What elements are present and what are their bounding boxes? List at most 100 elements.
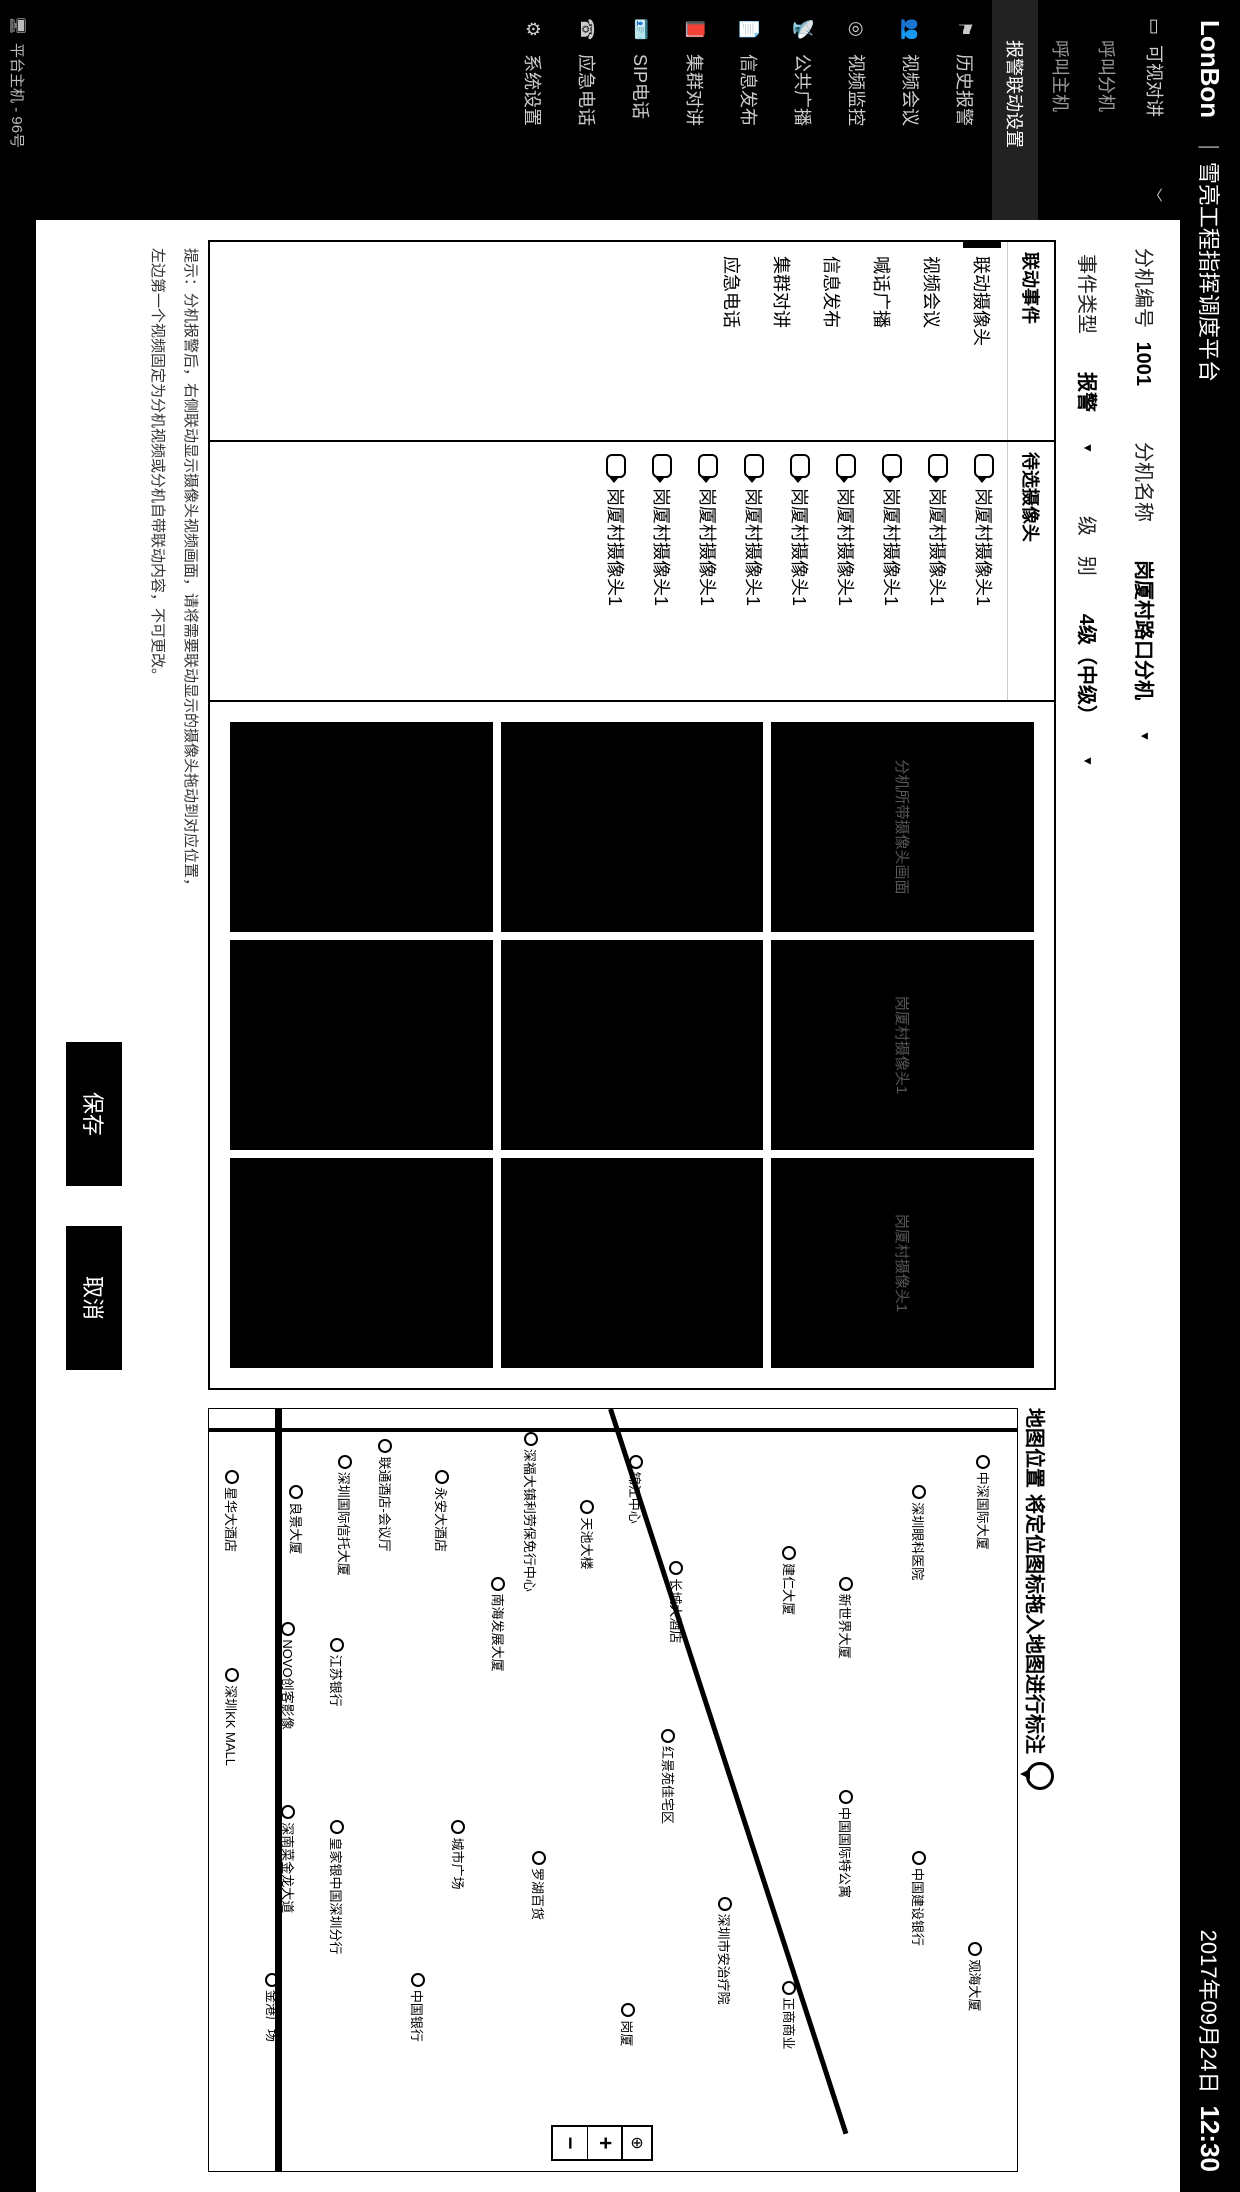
map-poi[interactable]: 深圳国际信托大厦 [335,1455,354,1576]
camera-item[interactable]: 岗厦村摄像头1 [961,442,1007,700]
map-poi[interactable]: 建仁大厦 [780,1546,799,1615]
poi-dot-icon [225,1668,239,1682]
poi-label: 江苏银行 [327,1655,346,1707]
map-poi[interactable]: 良景大厦 [287,1485,306,1554]
video-cell[interactable]: 岗厦村摄像头1 [771,940,1034,1150]
statusbar: 🖥 平台主机 - 96号 [0,0,36,2192]
map-poi[interactable]: 长城大酒店 [667,1561,686,1643]
sidebar-item[interactable]: ⚙系统设置 [506,0,560,220]
video-cell[interactable]: 岗厦村摄像头1 [771,1158,1034,1368]
sidebar-item[interactable]: 📕集群对讲 [668,0,722,220]
map-poi[interactable]: 中深国际大厦 [974,1455,993,1550]
sidebar-sub-item[interactable]: 呼叫分机 [1084,0,1130,220]
camera-item[interactable]: 岗厦村摄像头1 [823,442,869,700]
sidebar-item[interactable]: 🪪SIP电话 [614,0,668,220]
sidebar-item[interactable]: ☎应急电话 [560,0,614,220]
map-pin-icon[interactable] [1020,1760,1054,1786]
map-poi[interactable]: 岗厦 [618,2003,637,2046]
map-poi[interactable]: 中国国际特公寓 [836,1790,855,1898]
map-poi[interactable]: 中国建设银行 [909,1851,928,1946]
map-poi[interactable]: 锦江中心 [626,1455,645,1524]
ext-name-select[interactable]: 分机名称 岗厦村路口分机 ▼ [1129,436,1162,748]
sidebar-sub-item[interactable]: 呼叫主机 [1038,0,1084,220]
camera-item[interactable]: 岗厦村摄像头1 [731,442,777,700]
header-divider: | [1197,144,1223,150]
video-cell[interactable] [230,722,493,932]
video-cell[interactable] [230,940,493,1150]
map-poi[interactable]: 中国银行 [408,1973,427,2042]
sidebar-item-label: 历史报警 [952,54,978,126]
poi-dot-icon [281,1622,295,1636]
map-title-prefix: 地图位置 [1023,1408,1052,1488]
sidebar-item[interactable]: ◎视频监控 [830,0,884,220]
map-poi[interactable]: 罗湖百货 [529,1851,548,1920]
poi-label: 观海大厦 [966,1959,985,2011]
poi-label: 永安大酒店 [432,1487,451,1552]
camera-item[interactable]: 岗厦村摄像头1 [593,442,639,700]
poi-dot-icon [338,1455,352,1469]
linkage-item[interactable]: 联动摄像头 [957,242,1007,440]
video-cell[interactable] [501,1158,764,1368]
map-area[interactable]: ⊕ + − 中深国际大厦观海大厦 深圳眼科医院中国建设银行 新世界大厦中国国际特公寓… [208,1408,1018,2172]
hint-line-2: 左边第一个视频固定为分机视频或分机自带联动内容，不可更改。 [142,220,175,2192]
camera-icon [698,454,718,478]
camera-item-label: 岗厦村摄像头1 [649,488,675,606]
map-poi[interactable]: 正商商业 [780,1981,799,2050]
map-poi[interactable]: 红景苑佳宅区 [659,1729,678,1824]
camera-item[interactable]: 岗厦村摄像头1 [777,442,823,700]
map-poi[interactable]: NOVO创客影像 [279,1622,298,1729]
map-poi[interactable]: 城市广场 [449,1820,468,1889]
video-cell[interactable] [501,722,764,932]
video-cell[interactable] [230,1158,493,1368]
linkage-item[interactable]: 集群对讲 [757,242,807,440]
camera-item[interactable]: 岗厦村摄像头1 [639,442,685,700]
poi-label: 联通酒店-会议厅 [376,1456,395,1551]
poi-dot-icon [839,1790,853,1804]
camera-icon [606,454,626,478]
cancel-button[interactable]: 取消 [66,1226,122,1370]
linkage-item[interactable]: 应急电话 [707,242,757,440]
video-cell[interactable]: 分机所带摄像头画面 [771,722,1034,932]
linkage-item[interactable]: 喊话广播 [857,242,907,440]
sidebar-item[interactable]: ⚑历史报警 [938,0,992,220]
map-poi[interactable]: 深圳KK MALL [222,1668,241,1766]
map-poi[interactable]: 联通酒店-会议厅 [376,1439,395,1551]
sidebar-item-label: 视频监控 [844,54,870,126]
sidebar-item[interactable]: 📄信息发布 [722,0,776,220]
video-cell[interactable] [501,940,764,1150]
map-poi[interactable]: 金港广场 [263,1973,282,2042]
map-poi[interactable]: 江苏银行 [327,1638,346,1707]
sidebar-item[interactable]: 👥视频会议 [884,0,938,220]
map-poi[interactable]: 深南菜金龙大道 [279,1805,298,1913]
zoom-locate-icon[interactable]: ⊕ [621,2127,651,2159]
map-poi[interactable]: 深圳眼科医院 [909,1485,928,1580]
map-poi[interactable]: 南海发展大厦 [489,1577,508,1672]
sidebar-top-intercom[interactable]: ▭ 可视对讲 ﹀ [1130,0,1180,220]
map-poi[interactable]: 深圳市安治疗院 [715,1897,734,2005]
camera-item[interactable]: 岗厦村摄像头1 [869,442,915,700]
zoom-in-button[interactable]: + [587,2127,621,2159]
poi-label: 新世界大厦 [836,1594,855,1659]
ext-no-label: 分机编号 [1132,248,1154,328]
camera-item[interactable]: 岗厦村摄像头1 [915,442,961,700]
map-poi[interactable]: 天池大楼 [578,1500,597,1569]
zoom-out-button[interactable]: − [553,2127,587,2159]
map-poi[interactable]: 星华大酒店 [222,1470,241,1552]
map-poi[interactable]: 新世界大厦 [836,1577,855,1659]
book-icon: 📕 [685,18,706,40]
map-poi[interactable]: 深福大镇利劳保免行中心 [521,1432,540,1592]
poi-label: 深圳市安治疗院 [715,1914,734,2005]
linkage-panel: 联动事件 联动摄像头视频会议喊话广播信息发布集群对讲应急电话 [208,240,1056,440]
level-select[interactable]: 级 别 4级（中级） ▼ [1072,510,1105,773]
event-type-select[interactable]: 事件类型 报警 ▼ [1072,248,1105,460]
linkage-item[interactable]: 信息发布 [807,242,857,440]
save-button[interactable]: 保存 [66,1042,122,1186]
map-poi[interactable]: 皇家银中国深圳分行 [327,1820,346,1954]
map-poi[interactable]: 观海大厦 [966,1942,985,2011]
sidebar-sub-item[interactable]: 报警联动设置 [992,0,1038,220]
poi-label: 正商商业 [780,1998,799,2050]
camera-item[interactable]: 岗厦村摄像头1 [685,442,731,700]
map-poi[interactable]: 永安大酒店 [432,1470,451,1552]
sidebar-item[interactable]: 📡公共广播 [776,0,830,220]
linkage-item[interactable]: 视频会议 [907,242,957,440]
